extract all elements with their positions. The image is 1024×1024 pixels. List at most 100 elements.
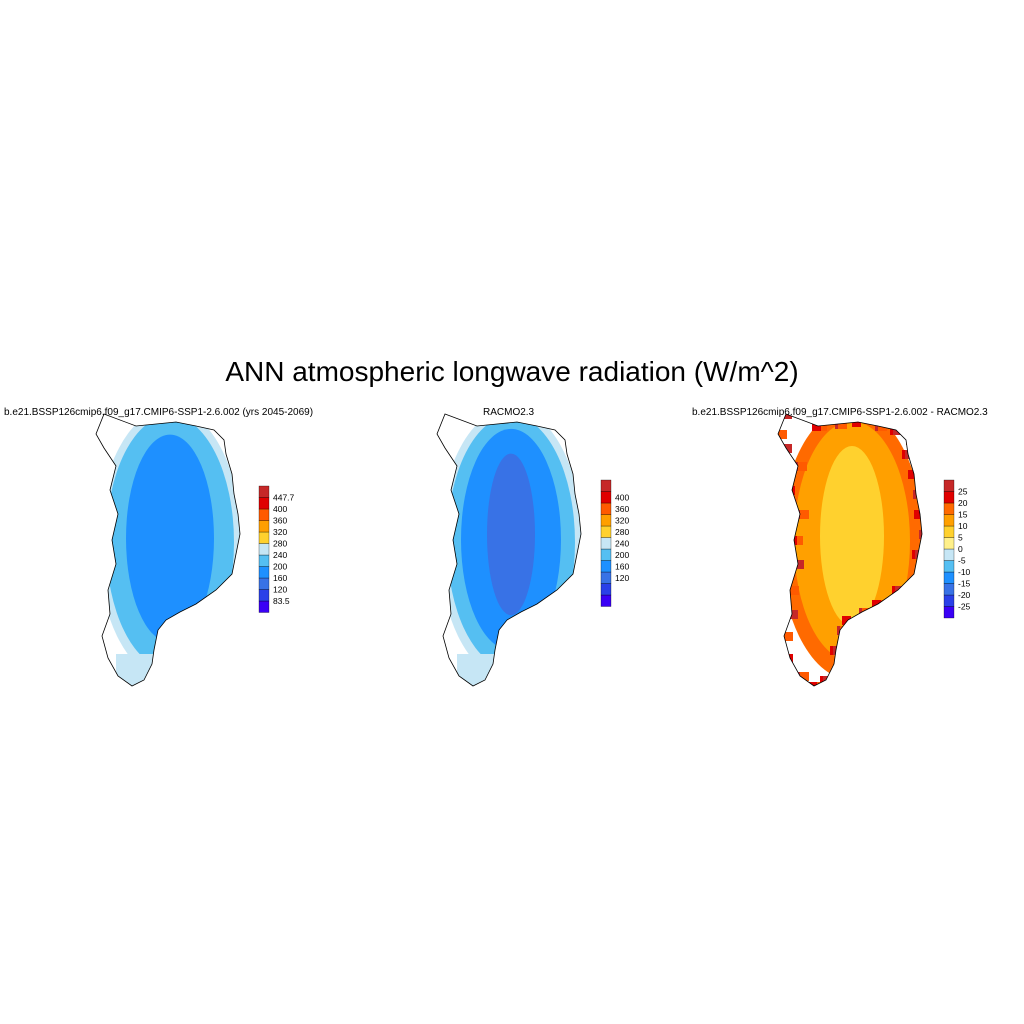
colorbar-tick-label: 200 xyxy=(615,550,629,560)
map-cell xyxy=(914,510,922,519)
colorbar-segment xyxy=(943,594,955,607)
colorbar-segment xyxy=(600,594,612,607)
colorbar-segment xyxy=(258,520,270,533)
map-field-layer-3 xyxy=(126,434,214,643)
map-cell xyxy=(116,654,156,686)
map-cell xyxy=(834,660,843,669)
colorbar-segment xyxy=(258,600,270,613)
colorbar-tick-label: 240 xyxy=(615,538,629,548)
map-cell xyxy=(812,422,821,431)
map-field-layer-3 xyxy=(820,446,884,626)
colorbar-segment xyxy=(258,485,270,498)
colorbar-tick-label: 280 xyxy=(273,539,287,549)
colorbar-tick-label: -15 xyxy=(958,579,971,589)
colorbar-tick-label: -25 xyxy=(958,602,971,612)
map-cell xyxy=(778,430,787,439)
colorbar-segment xyxy=(600,491,612,504)
colorbar-tick-label: 15 xyxy=(958,510,968,520)
colorbar-segment xyxy=(943,502,955,515)
colorbar-segment xyxy=(600,548,612,561)
colorbar-segment xyxy=(258,589,270,602)
map-cell xyxy=(800,672,809,681)
colorbar-segment xyxy=(943,606,955,619)
colorbar-tick-label: 240 xyxy=(273,550,287,560)
map-cell xyxy=(818,422,827,431)
colorbar-segment xyxy=(943,491,955,504)
map-cell xyxy=(800,510,809,519)
panel-2-map xyxy=(436,413,582,687)
colorbar-segment xyxy=(258,577,270,590)
map-cell xyxy=(908,470,917,479)
map-cell xyxy=(838,420,847,429)
colorbar-segment xyxy=(600,537,612,550)
colorbar-segment xyxy=(258,554,270,567)
colorbar-tick-label: 320 xyxy=(273,527,287,537)
coastline xyxy=(95,413,241,687)
colorbar-segment xyxy=(943,514,955,527)
map-cell xyxy=(798,462,807,471)
panel-3-title: b.e21.BSSP126cmip6.f09_g17.CMIP6-SSP1-2.… xyxy=(692,407,988,418)
coastline xyxy=(436,413,582,687)
colorbar-tick-label: 0 xyxy=(958,544,963,554)
colorbar-tick-label: -10 xyxy=(958,567,971,577)
colorbar-tick-label: 360 xyxy=(273,516,287,526)
colorbar-segment xyxy=(943,560,955,573)
colorbar-segment xyxy=(258,566,270,579)
map-cell xyxy=(783,444,792,453)
map-cell xyxy=(794,536,803,545)
map-cell xyxy=(786,486,795,495)
colorbar-tick-label: 320 xyxy=(615,515,629,525)
map-field-layer-4 xyxy=(487,453,535,616)
map-cell xyxy=(789,610,798,619)
colorbar-tick-label: 280 xyxy=(615,527,629,537)
map-cell xyxy=(895,586,904,595)
map-cell xyxy=(790,586,799,595)
colorbar-segment xyxy=(943,537,955,550)
map-cell xyxy=(914,470,922,479)
map-cell xyxy=(788,536,797,545)
colorbar-tick-label: -5 xyxy=(958,556,966,566)
map-cell xyxy=(916,490,922,499)
colorbar-segment xyxy=(600,560,612,573)
colorbar-segment xyxy=(943,479,955,492)
panel-1-map xyxy=(95,413,241,687)
panel-3-map xyxy=(777,413,931,687)
colorbar-tick-label: 360 xyxy=(615,504,629,514)
colorbar-tick-label: 447.7 xyxy=(273,493,295,503)
colorbar-segment xyxy=(600,583,612,596)
map-cell xyxy=(808,682,817,686)
map-cell xyxy=(906,436,915,445)
map-cell xyxy=(893,426,902,435)
colorbar-tick-label: 10 xyxy=(958,521,968,531)
map-cell xyxy=(784,632,793,641)
colorbar-segment xyxy=(943,583,955,596)
map-cell xyxy=(922,530,931,539)
colorbar-tick-label: -20 xyxy=(958,590,971,600)
panel-2-title: RACMO2.3 xyxy=(483,407,535,418)
panel-1-title: b.e21.BSSP126cmip6.f09_g17.CMIP6-SSP1-2.… xyxy=(4,407,314,418)
colorbar-tick-label: 200 xyxy=(273,562,287,572)
colorbar-tick-label: 160 xyxy=(615,561,629,571)
map-cell xyxy=(840,626,849,635)
colorbar-segment xyxy=(600,502,612,515)
colorbar-segment xyxy=(943,548,955,561)
colorbar-segment xyxy=(943,525,955,538)
coastline xyxy=(777,413,923,687)
colorbar-segment xyxy=(600,479,612,492)
colorbar-segment xyxy=(258,508,270,521)
map-cell xyxy=(915,550,922,559)
map-cell xyxy=(783,414,792,419)
colorbar-segment xyxy=(258,531,270,544)
map-cell xyxy=(457,654,497,686)
colorbar-tick-label: 400 xyxy=(273,504,287,514)
colorbar-tick-label: 160 xyxy=(273,573,287,583)
colorbar-tick-label: 83.5 xyxy=(273,596,290,606)
colorbar-tick-label: 25 xyxy=(958,487,968,497)
colorbar-segment xyxy=(258,543,270,556)
colorbar-tick-label: 5 xyxy=(958,533,963,543)
map-cell xyxy=(914,570,922,579)
